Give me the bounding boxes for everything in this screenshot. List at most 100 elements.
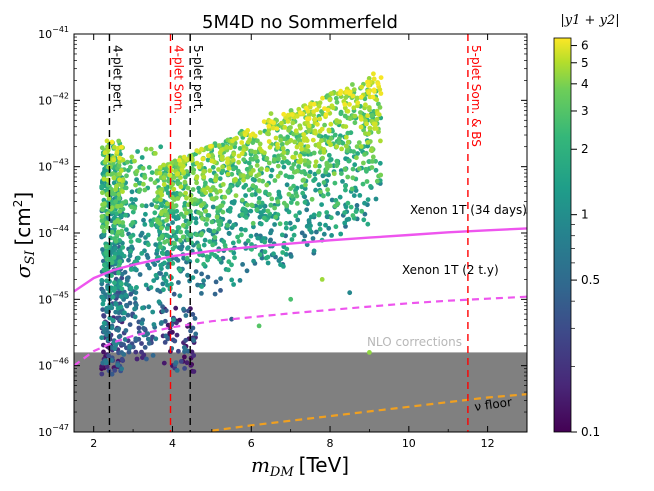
scatter-point-5plet [321,231,327,237]
scatter-point-5plet [293,150,299,156]
scatter-point-5plet [311,112,316,118]
scatter-point-5plet [322,122,327,128]
scatter-point-5plet [232,199,237,204]
scatter-point-5plet [264,167,270,173]
scatter-point-5plet [378,172,384,178]
scatter-point-intermediate [148,285,154,290]
scatter-point-4plet [116,270,121,276]
legend-neutrino-floor: ν floor [473,395,512,414]
scatter-point-5plet [343,204,349,210]
y-tick-label: 10−47 [38,423,69,439]
scatter-point-5plet [225,171,231,177]
scatter-point-intermediate [129,197,135,202]
scatter-point-5plet [334,144,340,150]
scatter-point-4plet [101,267,107,273]
scatter-point-5plet [196,164,202,170]
scatter-point-5plet [236,239,242,244]
scatter-point-4plet [114,149,120,155]
scatter-point-5plet [248,164,254,170]
scatter-point-5plet [226,267,231,273]
scatter-point-5plet [155,287,161,293]
scatter-point-5plet [318,189,323,195]
scatter-point-4plet [104,332,109,338]
scatter-point-5plet [327,158,333,163]
scatter-point-4plet [109,371,115,377]
scatter-point-5plet [190,161,196,167]
scatter-point-5plet [157,229,163,235]
scatter-point-5plet [358,110,363,115]
scatter-point-5plet [199,284,205,289]
scatter-point-intermediate [128,267,134,272]
scatter-point-5plet [165,233,170,239]
scatter-point-5plet [210,204,216,210]
scatter-point-5plet [201,187,207,193]
scatter-point-5plet [248,171,254,176]
scatter-point-5plet [304,207,310,213]
scatter-point-5plet [268,173,274,179]
scatter-point-intermediate [127,253,133,259]
scatter-point-4plet [119,366,124,372]
y-tick-label: 10−43 [38,158,69,174]
scatter-point-5plet [345,139,351,145]
scatter-point-5plet [178,184,184,190]
colorbar-tick-label: 4 [581,77,589,91]
scatter-point-intermediate [122,310,127,316]
scatter-point-5plet [306,116,312,122]
scatter-point-intermediate [123,212,128,218]
scatter-point-5plet [274,126,280,131]
scatter-point-5plet [283,173,289,179]
scatter-point-5plet [314,229,319,235]
scatter-point-5plet [226,166,232,171]
scatter-point-5plet [182,354,187,360]
scatter-point-5plet [231,151,237,157]
scatter-point-intermediate [150,353,156,358]
scatter-point-5plet [326,152,332,158]
scatter-point-5plet [342,105,348,111]
scatter-point-5plet [243,210,249,215]
scatter-point-5plet [159,225,164,231]
scatter-point-5plet [279,141,285,147]
scatter-point-5plet [183,313,189,318]
scatter-point-5plet [210,196,216,202]
scatter-point-5plet [265,208,271,214]
scatter-point-5plet [326,225,332,231]
scatter-point-5plet [320,155,325,161]
scatter-point-5plet [296,137,302,143]
scatter-point-5plet [158,263,164,268]
scatter-point-4plet [113,246,118,251]
scatter-point-5plet [224,156,230,162]
scatter-point-5plet [220,209,226,215]
scatter-point-5plet [286,127,291,133]
scatter-point-4plet [109,325,115,331]
scatter-point-5plet [189,166,195,172]
scatter-point-5plet [219,156,225,162]
scatter-point-5plet [284,246,290,252]
scatter-point-5plet [365,140,371,145]
scatter-point-5plet [220,164,226,170]
scatter-point-5plet [352,120,358,126]
scatter-point-5plet [346,158,352,164]
scatter-point-5plet [196,243,202,249]
scatter-point-5plet [316,182,322,188]
scatter-point-5plet [168,208,174,213]
scatter-point-4plet [101,349,106,355]
scatter-point-5plet [161,360,167,366]
scatter-point-5plet [205,274,211,280]
scatter-point-5plet [206,153,211,159]
scatter-point-5plet [269,167,275,173]
scatter-point-intermediate [143,282,149,288]
scatter-point-5plet [377,105,383,110]
scatter-point-5plet [378,138,383,144]
scatter-point-intermediate [123,292,129,298]
scatter-point-5plet [220,168,226,174]
scatter-point-intermediate [127,344,133,350]
scatter-point-5plet [221,239,227,245]
y-tick-label-exponent: −47 [52,423,69,432]
scatter-point-4plet [115,327,121,333]
scatter-point-5plet [227,208,233,214]
scatter-point-5plet [171,175,177,181]
scatter-point-intermediate [152,210,158,216]
scatter-point-5plet [302,158,308,164]
scatter-point-5plet [184,195,189,201]
scatter-point-5plet [190,312,196,317]
